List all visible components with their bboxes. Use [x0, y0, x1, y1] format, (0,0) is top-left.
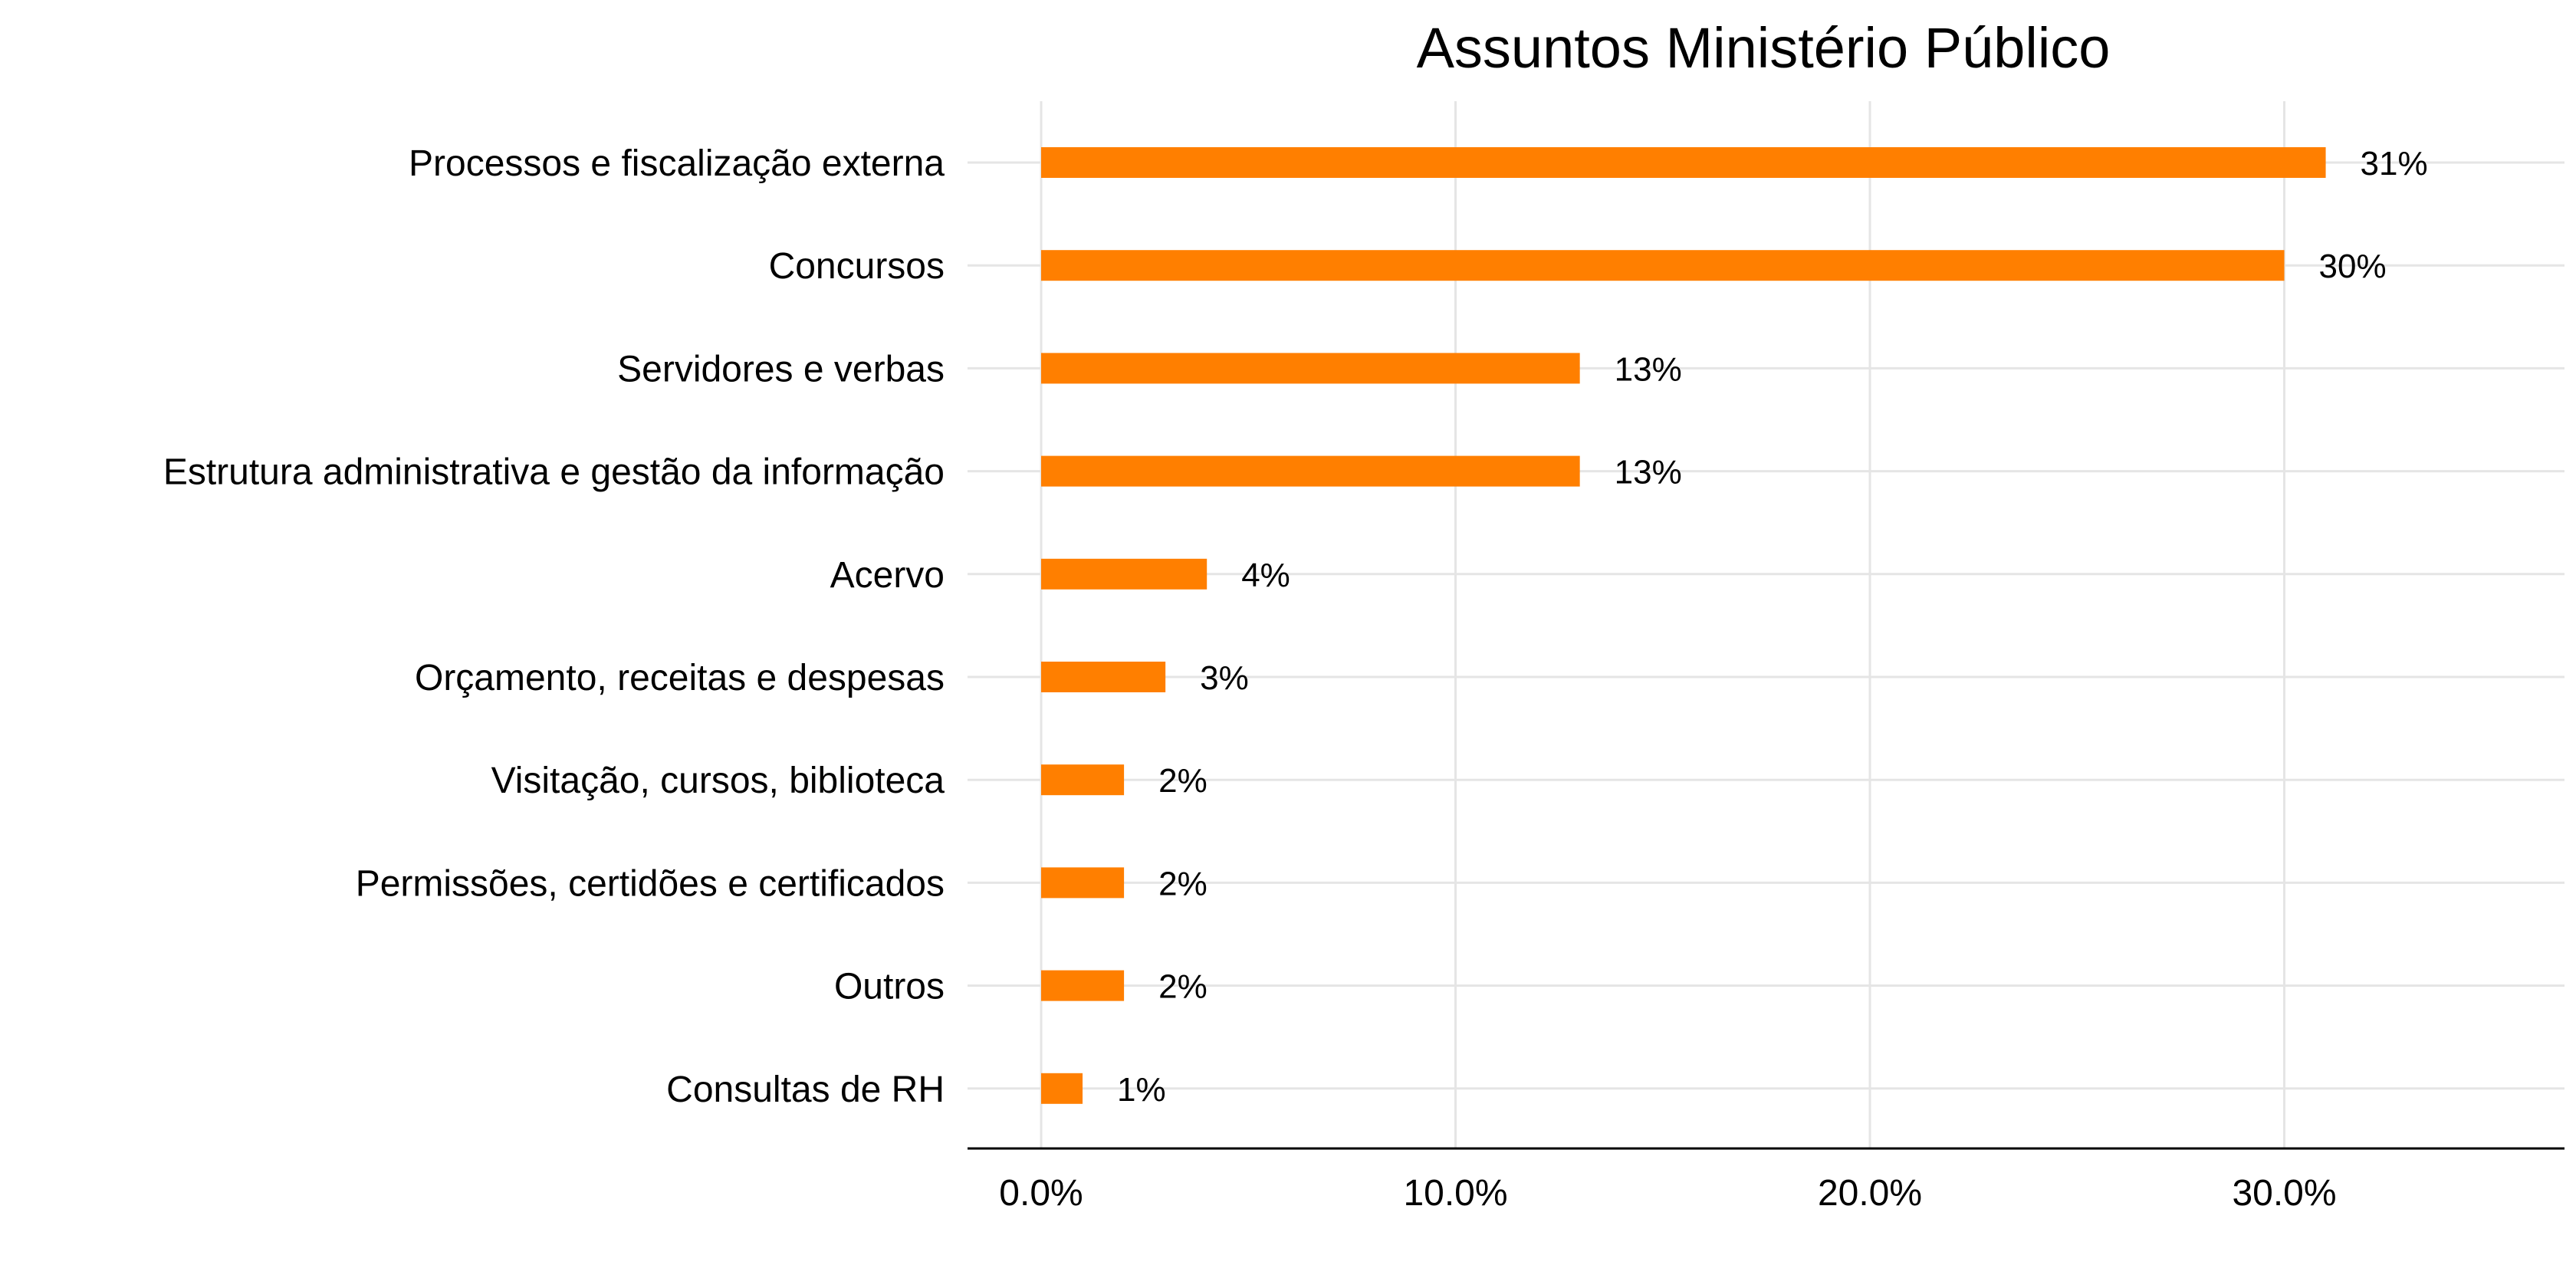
- data-label: 1%: [1117, 1071, 1166, 1109]
- category-label: Processos e fiscalização externa: [409, 143, 945, 184]
- bar: [1041, 353, 1580, 384]
- category-label: Visitação, cursos, biblioteca: [491, 761, 945, 801]
- data-label: 31%: [2361, 145, 2428, 182]
- category-label: Servidores e verbas: [617, 349, 945, 389]
- x-tick-label: 20.0%: [1818, 1173, 1922, 1214]
- data-label: 2%: [1158, 762, 1208, 800]
- data-label: 2%: [1158, 865, 1208, 902]
- data-label: 2%: [1158, 968, 1208, 1006]
- bar: [1041, 250, 2285, 281]
- bar: [1041, 1073, 1083, 1104]
- bar: [1041, 662, 1166, 692]
- data-label: 4%: [1241, 557, 1290, 594]
- x-tick-label: 0.0%: [999, 1173, 1083, 1214]
- chart-title: Assuntos Ministério Público: [1417, 16, 2111, 80]
- data-label: 13%: [1615, 350, 1682, 388]
- bar: [1041, 764, 1125, 796]
- category-label: Concursos: [769, 246, 945, 287]
- category-label: Orçamento, receitas e despesas: [415, 658, 945, 698]
- bar: [1041, 558, 1208, 590]
- data-labels: 31% 30% 13% 13% 4% 3% 2% 2% 2% 1%: [1117, 145, 2428, 1109]
- category-label: Permissões, certidões e certificados: [356, 863, 945, 904]
- bar: [1041, 455, 1580, 487]
- bar: [1041, 867, 1125, 899]
- data-label: 30%: [2319, 248, 2387, 285]
- data-label: 3%: [1200, 659, 1249, 697]
- x-tick-label: 30.0%: [2232, 1173, 2336, 1214]
- category-label: Estrutura administrativa e gestão da inf…: [163, 452, 945, 493]
- bars: [1041, 147, 2326, 1104]
- category-label: Outros: [834, 967, 945, 1007]
- category-labels: Processos e fiscalização externa Concurso…: [163, 143, 945, 1110]
- bar: [1041, 970, 1125, 1001]
- data-label: 13%: [1615, 454, 1682, 491]
- x-tick-label: 10.0%: [1403, 1173, 1507, 1214]
- bar: [1041, 147, 2326, 178]
- category-label: Consultas de RH: [666, 1070, 945, 1110]
- x-axis-ticks: 0.0% 10.0% 20.0% 30.0%: [999, 1173, 2336, 1214]
- category-label: Acervo: [830, 555, 945, 596]
